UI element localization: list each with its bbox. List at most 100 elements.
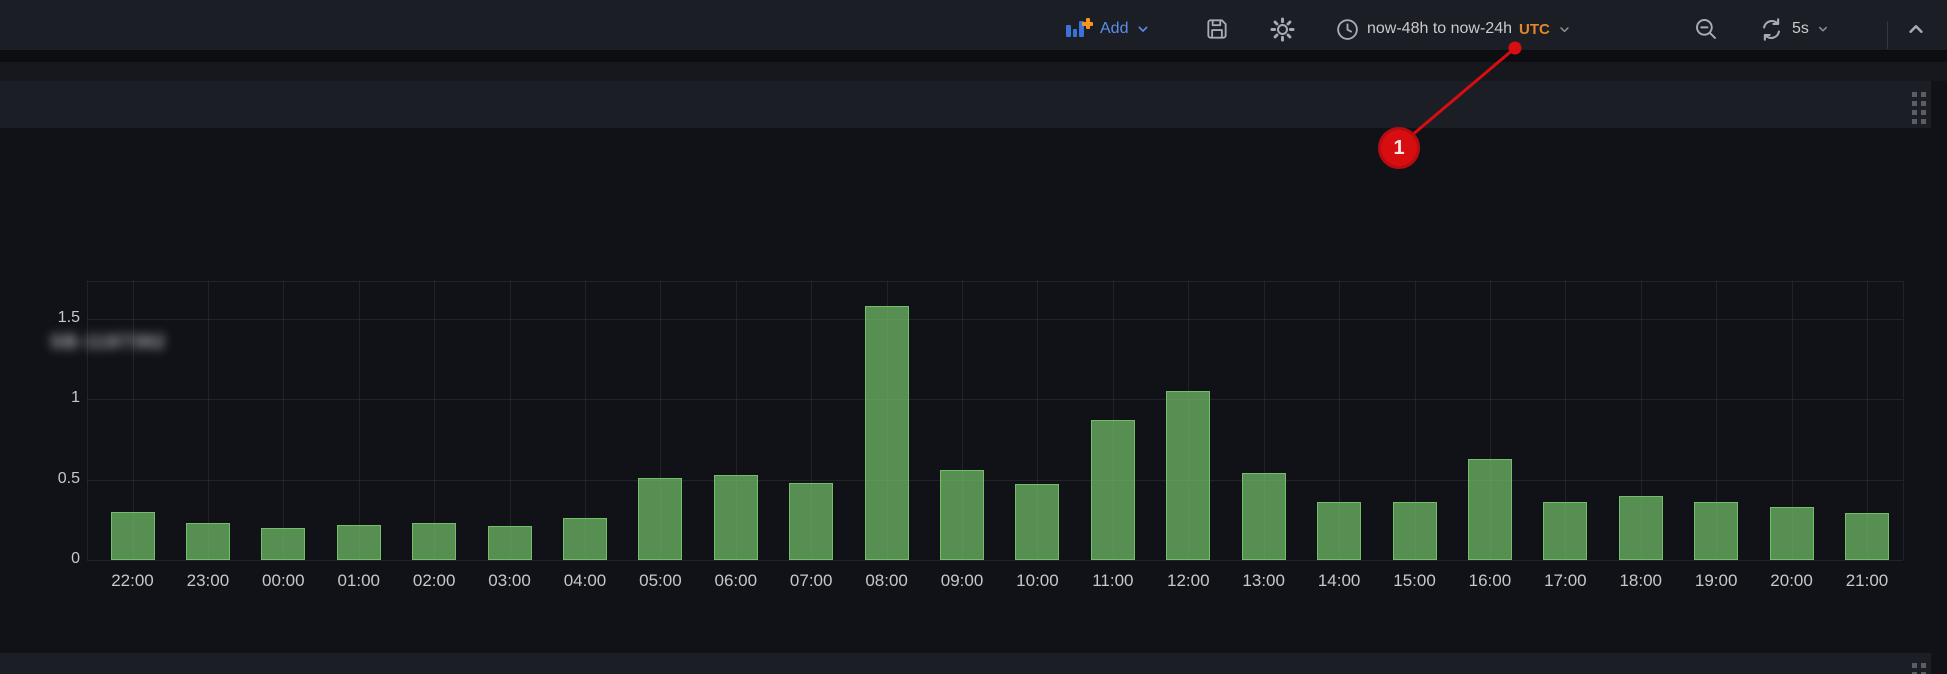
bar-09:00[interactable]: [940, 469, 985, 560]
x-axis-tick-label: 13:00: [1242, 571, 1285, 590]
gridline-vertical: [1263, 281, 1265, 560]
panel-drag-handle[interactable]: [1912, 92, 1926, 124]
chevron-up-icon: [1909, 25, 1923, 33]
gridline-vertical: [509, 281, 511, 560]
chevron-down-icon: [1139, 26, 1148, 32]
gridline-horizontal: [87, 560, 1903, 561]
bar-13:00[interactable]: [1241, 473, 1286, 560]
gridline-vertical: [1716, 281, 1718, 560]
bar-11:00[interactable]: [1090, 420, 1135, 560]
bar-08:00[interactable]: [864, 305, 909, 560]
bar-16:00[interactable]: [1467, 458, 1512, 560]
chevron-down-icon: [1560, 26, 1569, 32]
gridline-vertical: [1414, 281, 1416, 560]
time-range-picker[interactable]: now-48h to now-24h UTC: [1335, 9, 1572, 49]
bar-06:00[interactable]: [713, 474, 758, 560]
gridline-vertical: [660, 281, 662, 560]
gear-icon: [1270, 16, 1295, 42]
bar-03:00[interactable]: [487, 526, 532, 560]
x-axis-tick-label: 00:00: [262, 571, 305, 590]
bar-19:00[interactable]: [1694, 502, 1739, 560]
bar-14:00[interactable]: [1317, 502, 1362, 560]
gridline-horizontal: [87, 399, 1903, 401]
bar-17:00[interactable]: [1543, 502, 1588, 560]
y-axis-tick-label: 0: [71, 550, 80, 567]
y-axis-tick-label: 0.5: [57, 469, 80, 487]
dashboard-subheader-band: [0, 62, 1947, 81]
top-nav-bar: Add: [0, 0, 1947, 51]
bar-01:00[interactable]: [336, 524, 381, 560]
zoom-out-time-button[interactable]: [1693, 9, 1719, 49]
gridline-vertical: [283, 281, 285, 560]
panel-title-redacted[interactable]: SB-1187382: [50, 332, 166, 353]
dashboard-settings-button[interactable]: [1269, 9, 1296, 49]
next-panel-drag-handle[interactable]: [1912, 663, 1926, 674]
bar-18:00[interactable]: [1618, 495, 1663, 560]
x-axis-tick-label: 06:00: [714, 571, 758, 590]
x-axis-tick-label: 14:00: [1317, 571, 1361, 590]
x-axis-tick-label: 04:00: [563, 571, 607, 590]
x-axis-tick-label: 07:00: [789, 571, 833, 590]
x-axis-tick-label: 09:00: [940, 571, 984, 590]
refresh-interval-label: 5s: [1792, 20, 1809, 37]
x-axis-tick-label: 22:00: [111, 571, 154, 590]
gridline-vertical: [434, 281, 436, 560]
save-icon: [1207, 19, 1227, 39]
bar-02:00[interactable]: [412, 523, 457, 560]
x-axis-tick-label: 10:00: [1016, 571, 1059, 590]
bar-12:00[interactable]: [1166, 391, 1211, 560]
gridline-vertical: [1489, 281, 1491, 560]
gridline-horizontal: [87, 318, 1903, 320]
refresh-button[interactable]: 5s: [1758, 9, 1830, 49]
refresh-icon: [1763, 17, 1780, 41]
chart-panel: SB-1187382 0 0.5 1 1.5 22:00 23:00 00:00 01:00 0…: [0, 128, 1947, 653]
bar-20:00[interactable]: [1769, 506, 1814, 560]
x-axis-tick-label: 01:00: [337, 571, 380, 590]
chevron-down-icon: [1818, 26, 1827, 32]
x-axis-tick-label: 18:00: [1619, 571, 1663, 590]
timezone-label: UTC: [1518, 20, 1550, 38]
x-axis-tick-label: 05:00: [639, 571, 682, 590]
zoom-out-icon: [1696, 19, 1716, 39]
gridline-vertical: [1037, 281, 1039, 560]
bar-05:00[interactable]: [638, 477, 683, 560]
bar-23:00[interactable]: [185, 523, 230, 560]
gridline-horizontal: [87, 281, 1903, 282]
bar-10:00[interactable]: [1015, 484, 1060, 560]
gridline-vertical: [132, 281, 134, 560]
collapse-topbar-button[interactable]: [1903, 9, 1929, 49]
gridline-horizontal: [87, 479, 1903, 481]
bar-07:00[interactable]: [789, 482, 834, 560]
gridline-vertical: [962, 281, 964, 560]
x-axis-tick-label: 21:00: [1845, 571, 1889, 590]
x-axis-tick-label: 17:00: [1544, 571, 1587, 590]
bar-00:00[interactable]: [261, 527, 306, 560]
x-axis-tick-label: 08:00: [865, 571, 908, 590]
gridline-vertical: [207, 281, 209, 560]
x-axis-tick-label: 03:00: [488, 571, 531, 590]
add-button-label: Add: [1100, 20, 1129, 37]
x-axis-tick-label: 02:00: [412, 571, 456, 590]
topbar-divider: [1887, 21, 1888, 49]
bar-21:00[interactable]: [1844, 513, 1889, 560]
panel-row-strip-top: [0, 81, 1931, 128]
x-axis-tick-label: 15:00: [1393, 571, 1436, 590]
add-button[interactable]: Add: [1066, 9, 1151, 49]
gridline-vertical: [735, 281, 737, 560]
bar-22:00[interactable]: [110, 511, 155, 560]
y-axis-tick-label: 1.5: [57, 308, 80, 326]
save-dashboard-button[interactable]: [1204, 9, 1230, 49]
bar-04:00[interactable]: [562, 518, 607, 560]
x-axis-tick-label: 19:00: [1694, 571, 1738, 590]
graph-bar-add-icon: [1066, 18, 1093, 40]
x-axis-tick-label: 20:00: [1770, 571, 1813, 590]
topbar-gap: [0, 51, 1947, 62]
gridline-vertical: [1903, 281, 1904, 560]
gridline-vertical: [584, 281, 586, 560]
bar-15:00[interactable]: [1392, 502, 1437, 560]
panel-row-strip-bottom: [0, 653, 1931, 674]
x-axis-tick-label: 23:00: [186, 571, 230, 590]
x-axis-tick-label: 16:00: [1468, 571, 1512, 590]
x-axis-tick-label: 11:00: [1092, 571, 1134, 590]
